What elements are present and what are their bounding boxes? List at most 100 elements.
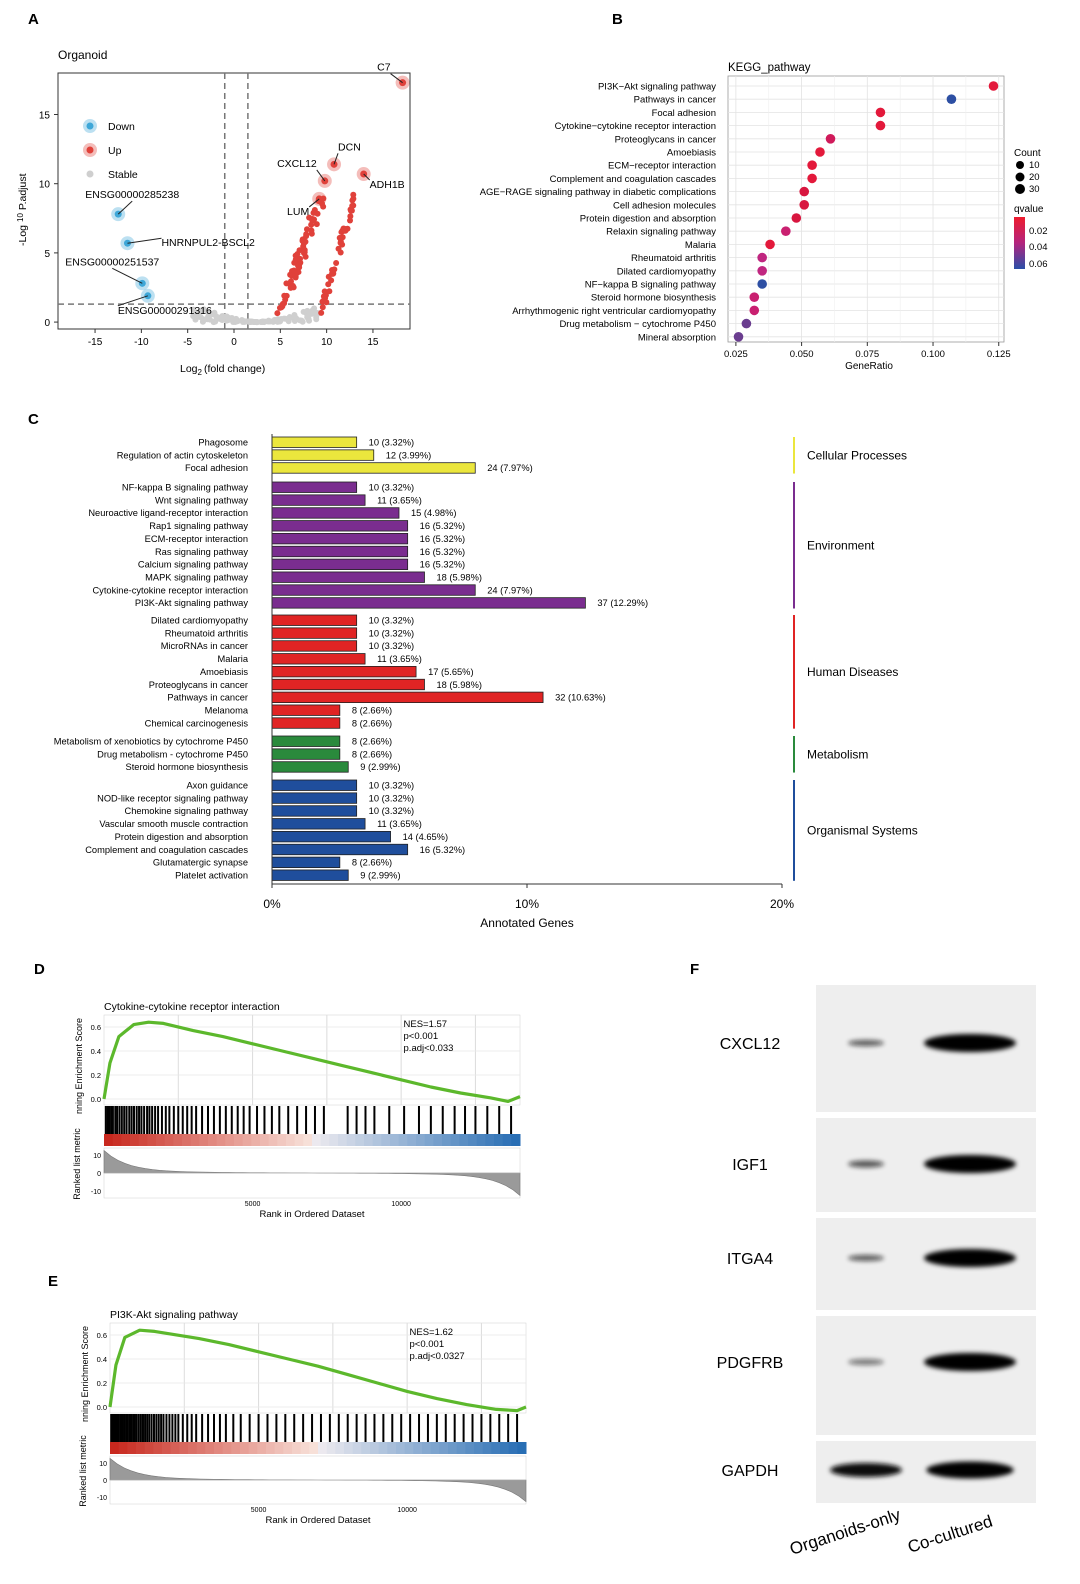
- gsea-x-tick-label: 10000: [391, 1201, 411, 1208]
- bar-category-label: Vascular smooth muscle contraction: [99, 819, 248, 829]
- kegg-category-label: AGE−RAGE signaling pathway in diabetic c…: [480, 187, 717, 198]
- rank-heat-segment: [303, 1134, 313, 1146]
- bar-category-label: MAPK signaling pathway: [145, 572, 248, 582]
- bar-category-label: Metabolism of xenobiotics by cytochrome …: [54, 737, 248, 747]
- rank-heat-segment: [381, 1134, 391, 1146]
- bar-value-label: 8 (2.66%): [352, 705, 392, 715]
- rank-heat-segment: [430, 1442, 440, 1454]
- bar-category-label: Melanoma: [205, 705, 249, 715]
- gene-label: ENSG00000251537: [65, 256, 159, 268]
- rank-heat-segment: [329, 1134, 339, 1146]
- qvalue-legend-label-002: 0.02: [1029, 226, 1048, 237]
- bar-value-label: 12 (3.99%): [386, 450, 431, 460]
- up-point: [295, 262, 302, 269]
- bar-category-label: ECM-receptor interaction: [145, 534, 248, 544]
- volcano-x-tick-label: 15: [367, 337, 379, 348]
- up-point: [326, 288, 333, 295]
- es-y-tick-label: 0.4: [97, 1355, 107, 1364]
- bar-category-label: Malaria: [218, 654, 249, 664]
- lane-label-organoids: Organoids-only: [787, 1505, 903, 1559]
- kegg-dot: [815, 147, 825, 157]
- gsea-stat: p<0.001: [404, 1031, 439, 1042]
- rank-heat-segment: [130, 1134, 140, 1146]
- kegg-category-label: NF−kappa B signaling pathway: [585, 280, 716, 291]
- rank-heat-segment: [450, 1134, 460, 1146]
- rank-heat-segment: [162, 1442, 172, 1454]
- bar-value-label: 10 (3.32%): [369, 438, 414, 448]
- gsea-es-y-title: nning Enrichment Score: [80, 1326, 90, 1422]
- es-y-tick-label: 0.0: [97, 1403, 107, 1412]
- bar-x-tick-label: 10%: [515, 897, 539, 911]
- panel-label-c: C: [28, 411, 39, 428]
- group-label: Human Diseases: [807, 665, 898, 679]
- gene-label: HNRNPUL2-BSCL2: [161, 237, 255, 249]
- bar-value-label: 10 (3.32%): [369, 641, 414, 651]
- rank-heat-segment: [170, 1442, 180, 1454]
- rank-heat-segment: [448, 1442, 458, 1454]
- gene-label: CXCL12: [277, 158, 317, 170]
- up-point: [337, 239, 344, 246]
- rank-heat-segment: [442, 1134, 452, 1146]
- rank-heat-segment: [292, 1442, 302, 1454]
- rank-heat-segment: [248, 1442, 258, 1454]
- rank-heat-segment: [482, 1442, 492, 1454]
- rank-heat-segment: [118, 1442, 128, 1454]
- volcano-plot: Organoid C7 DCN CXCL12 ADH1B LUM ENSG00000285…: [16, 48, 411, 377]
- legend-label: Down: [108, 121, 135, 133]
- gene-label: ADH1B: [370, 179, 405, 191]
- stable-point: [308, 310, 315, 317]
- gene-label: DCN: [338, 141, 361, 153]
- bar-category-label: NF-kappa B signaling pathway: [122, 483, 248, 493]
- rank-heat-segment: [459, 1134, 469, 1146]
- bar-category-label: Proteoglycans in cancer: [149, 680, 248, 690]
- bar-value-label: 9 (2.99%): [360, 762, 400, 772]
- stable-point: [248, 318, 255, 325]
- up-point: [347, 217, 354, 224]
- lane-label-cocultured: Co-cultured: [905, 1512, 994, 1557]
- rank-heat-segment: [286, 1134, 296, 1146]
- bar: [271, 805, 358, 817]
- blot-protein-label: ITGA4: [727, 1251, 773, 1268]
- rank-heat-segment: [190, 1134, 200, 1146]
- kegg-dot: [781, 226, 791, 236]
- gsea-title: Cytokine-cytokine receptor interaction: [104, 1001, 280, 1013]
- bar: [271, 571, 425, 583]
- rank-heat-segment: [439, 1442, 449, 1454]
- label-leader-line: [127, 237, 162, 244]
- metric-y-tick-label: 0: [97, 1171, 101, 1178]
- bar-category-label: PI3K-Akt signaling pathway: [135, 598, 249, 608]
- kegg-title: KEGG_pathway: [728, 62, 811, 74]
- stable-point: [314, 309, 321, 316]
- panel-label-f: F: [690, 961, 699, 978]
- stable-point: [219, 314, 226, 321]
- bar-value-label: 24 (7.97%): [487, 585, 532, 595]
- gsea-stat: p<0.001: [410, 1339, 445, 1350]
- stable-point: [206, 311, 213, 318]
- bar-category-label: Complement and coagulation cascades: [85, 845, 248, 855]
- blot-protein-label: PDGFRB: [717, 1355, 784, 1372]
- bar: [271, 584, 476, 596]
- kegg-x-tick-label: 0.050: [790, 349, 814, 360]
- blot-band-organoids: [830, 1463, 902, 1477]
- blot-band-cocultured: [924, 1353, 1016, 1371]
- bar-value-label: 18 (5.98%): [436, 572, 481, 582]
- volcano-x-tick-label: 0: [231, 337, 237, 348]
- bar-value-label: 10 (3.32%): [369, 793, 414, 803]
- rank-heat-segment: [485, 1134, 495, 1146]
- qvalue-colorbar: [1014, 217, 1025, 269]
- kegg-legend: Count 10 20 30 qvalue 0.02 0.04 0.06: [1014, 148, 1048, 270]
- bar-value-label: 15 (4.98%): [411, 508, 456, 518]
- kegg-category-label: Protein digestion and absorption: [580, 214, 716, 225]
- bar-value-label: 8 (2.66%): [352, 718, 392, 728]
- bar-value-label: 32 (10.63%): [555, 693, 606, 703]
- kegg-category-label: Dilated cardiomyopathy: [617, 266, 717, 277]
- bar: [271, 678, 425, 691]
- kegg-x-tick-label: 0.075: [855, 349, 879, 360]
- stable-point: [265, 317, 272, 324]
- bar: [271, 520, 409, 532]
- rank-heat-segment: [199, 1134, 209, 1146]
- rank-heat-segment: [407, 1134, 417, 1146]
- rank-heat-segment: [361, 1442, 371, 1454]
- legend-label: Up: [108, 145, 122, 157]
- bar: [271, 436, 358, 448]
